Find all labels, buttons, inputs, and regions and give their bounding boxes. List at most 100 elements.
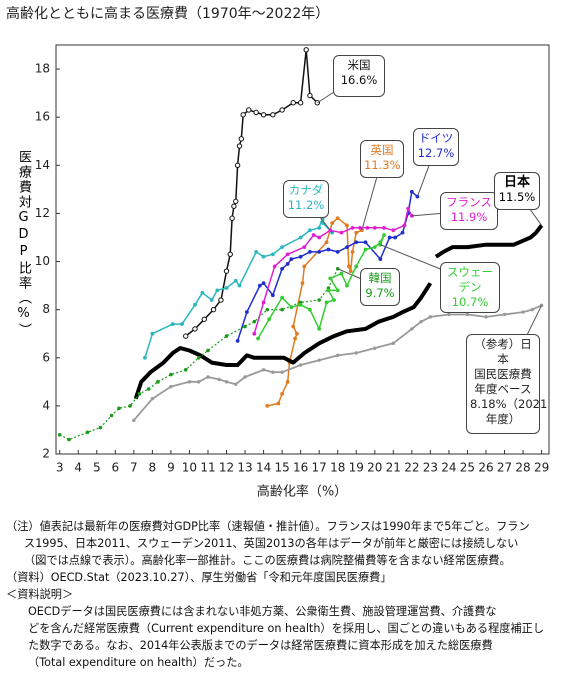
point xyxy=(223,268,230,274)
point xyxy=(409,189,414,194)
point xyxy=(271,370,275,374)
point xyxy=(339,271,344,276)
point xyxy=(192,326,198,332)
point xyxy=(237,283,242,288)
point xyxy=(231,203,237,209)
y-tick-label: 18 xyxy=(35,62,50,76)
point xyxy=(280,266,285,271)
point xyxy=(280,307,284,312)
point xyxy=(276,401,281,406)
point xyxy=(156,380,160,384)
callout-value: 11.9% xyxy=(450,210,488,224)
y-tick-label: 12 xyxy=(35,206,50,220)
point xyxy=(345,283,349,288)
point xyxy=(169,372,173,377)
point xyxy=(187,380,192,384)
point xyxy=(193,302,197,307)
point xyxy=(311,233,316,237)
point xyxy=(328,276,333,281)
point xyxy=(317,358,321,362)
callout-value: 9.7% xyxy=(365,286,395,300)
point xyxy=(521,310,525,314)
x-tick-label: 11 xyxy=(200,461,215,475)
callout: スウェーデン 10.7% xyxy=(440,262,500,313)
callout: 米国 16.6% xyxy=(333,55,385,97)
point xyxy=(317,225,322,230)
point xyxy=(209,298,214,302)
callout-name: スウェーデン xyxy=(447,265,493,294)
point xyxy=(363,240,368,245)
x-tick-label: 27 xyxy=(497,461,512,475)
point xyxy=(169,384,173,389)
callout: 韓国 9.7% xyxy=(360,268,400,306)
callout-name: カナダ xyxy=(288,183,324,197)
callout-value: 11.2% xyxy=(287,198,325,212)
note-line: （注）値表記は最新年の医療費対GDP比率（速報値・推計値）。フランスは1990年… xyxy=(6,520,530,533)
point xyxy=(285,252,290,257)
point xyxy=(465,312,470,317)
point xyxy=(67,437,71,442)
series-line xyxy=(59,268,339,441)
point xyxy=(291,324,296,329)
point xyxy=(206,348,210,353)
x-tick-label: 9 xyxy=(167,461,175,475)
point xyxy=(246,107,252,113)
callout-name: 米国 xyxy=(347,58,371,72)
point xyxy=(358,225,362,230)
point xyxy=(308,228,312,233)
x-tick-label: 18 xyxy=(330,461,345,475)
point xyxy=(244,310,249,314)
callout: 英国 11.3% xyxy=(360,140,404,178)
point xyxy=(229,215,235,221)
point xyxy=(260,112,267,118)
point xyxy=(302,245,307,249)
y-tick-label: 14 xyxy=(35,158,50,172)
note-line: （資料）OECD.Stat（2023.10.27）、厚生労働省「令和元年度国民医… xyxy=(6,571,392,584)
x-tick-label: 12 xyxy=(219,461,234,475)
callout-name-line: 年度ベース xyxy=(474,382,532,396)
point xyxy=(326,247,331,252)
y-tick-label: 2 xyxy=(42,447,50,461)
x-tick-label: 17 xyxy=(312,461,327,475)
point xyxy=(348,269,353,274)
point xyxy=(254,250,259,254)
x-tick-label: 26 xyxy=(478,461,493,475)
point xyxy=(354,351,358,355)
callout-name: 日本 xyxy=(503,175,530,190)
point xyxy=(253,109,259,116)
point xyxy=(393,235,398,240)
point xyxy=(317,298,321,302)
point xyxy=(373,346,377,350)
point xyxy=(180,322,184,326)
callout: 日本 11.5% xyxy=(494,172,540,210)
point xyxy=(410,327,414,331)
chart: 高齢化とともに高まる医療費（1970年～2022年） 高齢化率（%） 24681… xyxy=(6,5,550,500)
point xyxy=(280,370,284,374)
note-line: た数字である。なお、2014年公表版までのデータは経常医療費に資本形成を加えた総… xyxy=(28,639,493,652)
point xyxy=(372,225,377,230)
point xyxy=(530,307,535,312)
callout: フランス 11.9% xyxy=(440,192,498,230)
point xyxy=(270,112,276,118)
point xyxy=(243,375,247,379)
point xyxy=(317,250,322,254)
point xyxy=(298,235,303,240)
point xyxy=(128,404,132,408)
note-line: OECDデータは国民医療費には含まれない非処方薬、公衆衛生費、施設管理運営費、介… xyxy=(28,605,497,618)
x-tick-label: 24 xyxy=(441,461,456,475)
point xyxy=(350,250,355,254)
point xyxy=(252,319,257,324)
x-tick-label: 13 xyxy=(237,461,252,475)
point xyxy=(272,264,277,269)
x-tick-label: 20 xyxy=(367,461,382,475)
point xyxy=(402,223,407,228)
series-line xyxy=(253,207,413,334)
point xyxy=(308,250,312,254)
x-tick-label: 4 xyxy=(74,461,82,475)
y-tick-label: 6 xyxy=(42,350,50,364)
x-tick-label: 22 xyxy=(404,461,419,475)
point xyxy=(267,317,272,322)
point xyxy=(387,235,392,240)
point xyxy=(298,254,303,259)
